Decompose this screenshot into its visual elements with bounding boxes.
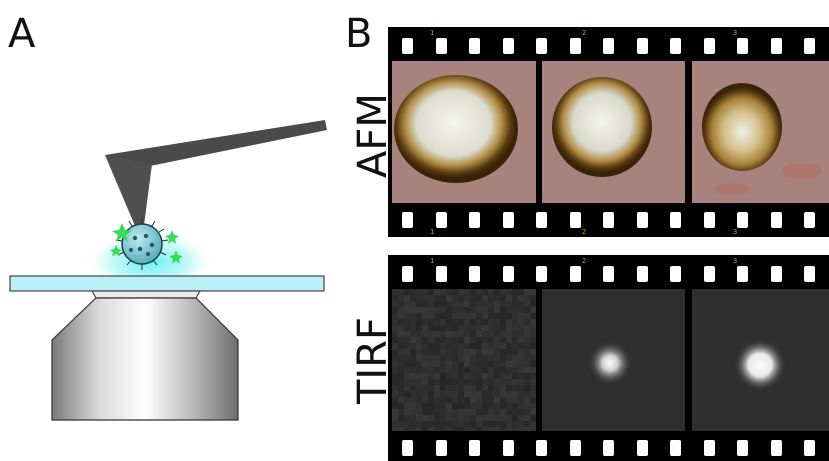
film-perforation (703, 266, 715, 282)
film-perforation (636, 440, 648, 456)
film-perforation (804, 38, 815, 54)
film-perforation (804, 440, 815, 456)
film-perforation (402, 266, 413, 282)
film-perforation (603, 38, 614, 54)
tirf-frame-1 (392, 289, 536, 431)
panel-b-label: B (345, 11, 373, 57)
afm-frame-number-3-bottom: 3 (733, 228, 738, 236)
virus-particle (115, 218, 169, 270)
tirf-bottom-perforations (388, 437, 829, 459)
cantilever-tip (105, 155, 152, 233)
film-perforation (737, 440, 748, 456)
film-perforation (770, 212, 782, 228)
film-perforation (670, 38, 681, 54)
film-perforation (569, 266, 581, 282)
film-perforation (770, 266, 782, 282)
film-perforation (536, 212, 547, 228)
film-perforation (636, 266, 648, 282)
panel-a-schematic (9, 120, 327, 421)
film-perforation (536, 266, 547, 282)
film-perforation (670, 212, 681, 228)
film-perforation (536, 38, 547, 54)
tirf-frame-number-3: 3 (733, 257, 738, 265)
film-perforation (435, 440, 447, 456)
film-perforation (502, 212, 514, 228)
fluorophores (110, 223, 183, 264)
tirf-frame-3 (692, 289, 829, 431)
film-perforation (670, 440, 681, 456)
film-perforation (703, 38, 715, 54)
afm-frame-number-1-bottom: 1 (430, 228, 435, 236)
film-perforation (402, 440, 413, 456)
tirf-frame-number-1: 1 (430, 257, 435, 265)
film-perforation (469, 212, 480, 228)
film-perforation (703, 212, 715, 228)
afm-frame-3 (692, 61, 829, 203)
coverslip (9, 275, 325, 292)
film-perforation (603, 266, 614, 282)
tirf-top-perforations (388, 263, 829, 285)
film-perforation (804, 266, 815, 282)
afm-film-strip: 1 2 3 1 2 3 (388, 27, 829, 237)
tirf-frame-2 (542, 289, 685, 431)
film-perforation (536, 440, 547, 456)
film-perforation (435, 38, 447, 54)
afm-frame-2 (542, 61, 685, 203)
film-perforation (502, 38, 514, 54)
cantilever-arm (105, 120, 327, 166)
film-perforation (737, 38, 748, 54)
film-perforation (636, 38, 648, 54)
film-perforation (636, 212, 648, 228)
film-perforation (804, 212, 815, 228)
film-perforation (737, 212, 748, 228)
film-perforation (603, 212, 614, 228)
film-perforation (469, 38, 480, 54)
afm-frame-number-3: 3 (733, 29, 738, 37)
afm-frame-number-2-bottom: 2 (582, 228, 587, 236)
film-perforation (737, 266, 748, 282)
film-perforation (670, 266, 681, 282)
film-perforation (502, 440, 514, 456)
objective-lens (51, 297, 239, 421)
afm-frame-number-1: 1 (430, 29, 435, 37)
afm-frame-1 (392, 61, 536, 203)
tirf-frame-number-2: 2 (582, 257, 587, 265)
afm-bottom-perforations (388, 209, 829, 231)
film-perforation (770, 38, 782, 54)
film-perforation (435, 212, 447, 228)
afm-top-perforations (388, 35, 829, 57)
afm-frame-number-2: 2 (582, 29, 587, 37)
film-perforation (770, 440, 782, 456)
film-perforation (469, 440, 480, 456)
film-perforation (569, 38, 581, 54)
film-perforation (435, 266, 447, 282)
tirf-film-strip: 1 2 3 (388, 255, 829, 461)
immersion-oil (90, 290, 202, 299)
film-perforation (469, 266, 480, 282)
panel-a-label: A (8, 11, 36, 57)
film-perforation (703, 440, 715, 456)
film-perforation (502, 266, 514, 282)
film-perforation (569, 212, 581, 228)
noise-texture (392, 289, 536, 431)
film-perforation (603, 440, 614, 456)
film-perforation (402, 38, 413, 54)
film-perforation (402, 212, 413, 228)
film-perforation (569, 440, 581, 456)
